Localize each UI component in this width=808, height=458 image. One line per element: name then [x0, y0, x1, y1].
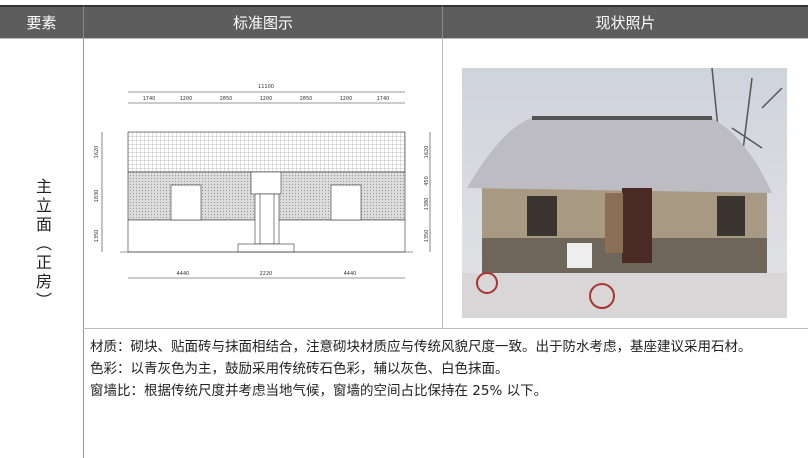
note: 窗墙比：根据传统尺度并考虑当地气候，窗墙的空间占比保持在 25% 以下。 [90, 383, 548, 399]
notes: 材质：砌块、贴面砖与抹面相结合，注意砌块材质应与传统风貌尺度一致。出于防水考虑，… [90, 336, 802, 402]
photo [462, 68, 787, 318]
dimension-label: 1200 [180, 96, 193, 102]
dimension-label: 1200 [260, 96, 273, 102]
dimension-label: 2850 [300, 96, 313, 102]
dimension-label: 1620 [424, 146, 430, 159]
header-cell: 现状照片 [442, 5, 808, 38]
dimension-label: 1350 [94, 230, 100, 243]
dimension-label: 1740 [143, 96, 156, 102]
dimension-label: 2220 [260, 271, 273, 277]
dimension-label: 4440 [344, 271, 357, 277]
dimension-label: 1620 [94, 146, 100, 159]
row-border [83, 328, 808, 329]
row-border [0, 38, 808, 39]
dimension-label: 1350 [424, 230, 430, 243]
dimension-label: 450 [424, 176, 430, 186]
dimension-label: 1380 [424, 198, 430, 211]
note: 色彩：以青灰色为主，鼓励采用传统砖石色彩，辅以灰色、白色抹面。 [90, 361, 509, 377]
element-label: 主立面（正房） [33, 178, 52, 311]
header-cell: 要素 [0, 5, 83, 38]
dimension-label: 4440 [177, 271, 190, 277]
dimension-label: 1740 [377, 96, 390, 102]
header-cell: 标准图示 [83, 5, 442, 38]
dimension-label: 11100 [258, 84, 274, 90]
note: 材质：砌块、贴面砖与抹面相结合，注意砌块材质应与传统风貌尺度一致。出于防水考虑，… [90, 339, 752, 355]
standard-drawing: 11100 1740 1200 2850 1200 2850 1200 1740… [94, 84, 431, 279]
dimension-label: 1830 [94, 190, 100, 203]
dimension-label: 1200 [340, 96, 353, 102]
dimension-label: 2850 [220, 96, 233, 102]
column-border [442, 38, 443, 328]
column-border [83, 38, 84, 458]
